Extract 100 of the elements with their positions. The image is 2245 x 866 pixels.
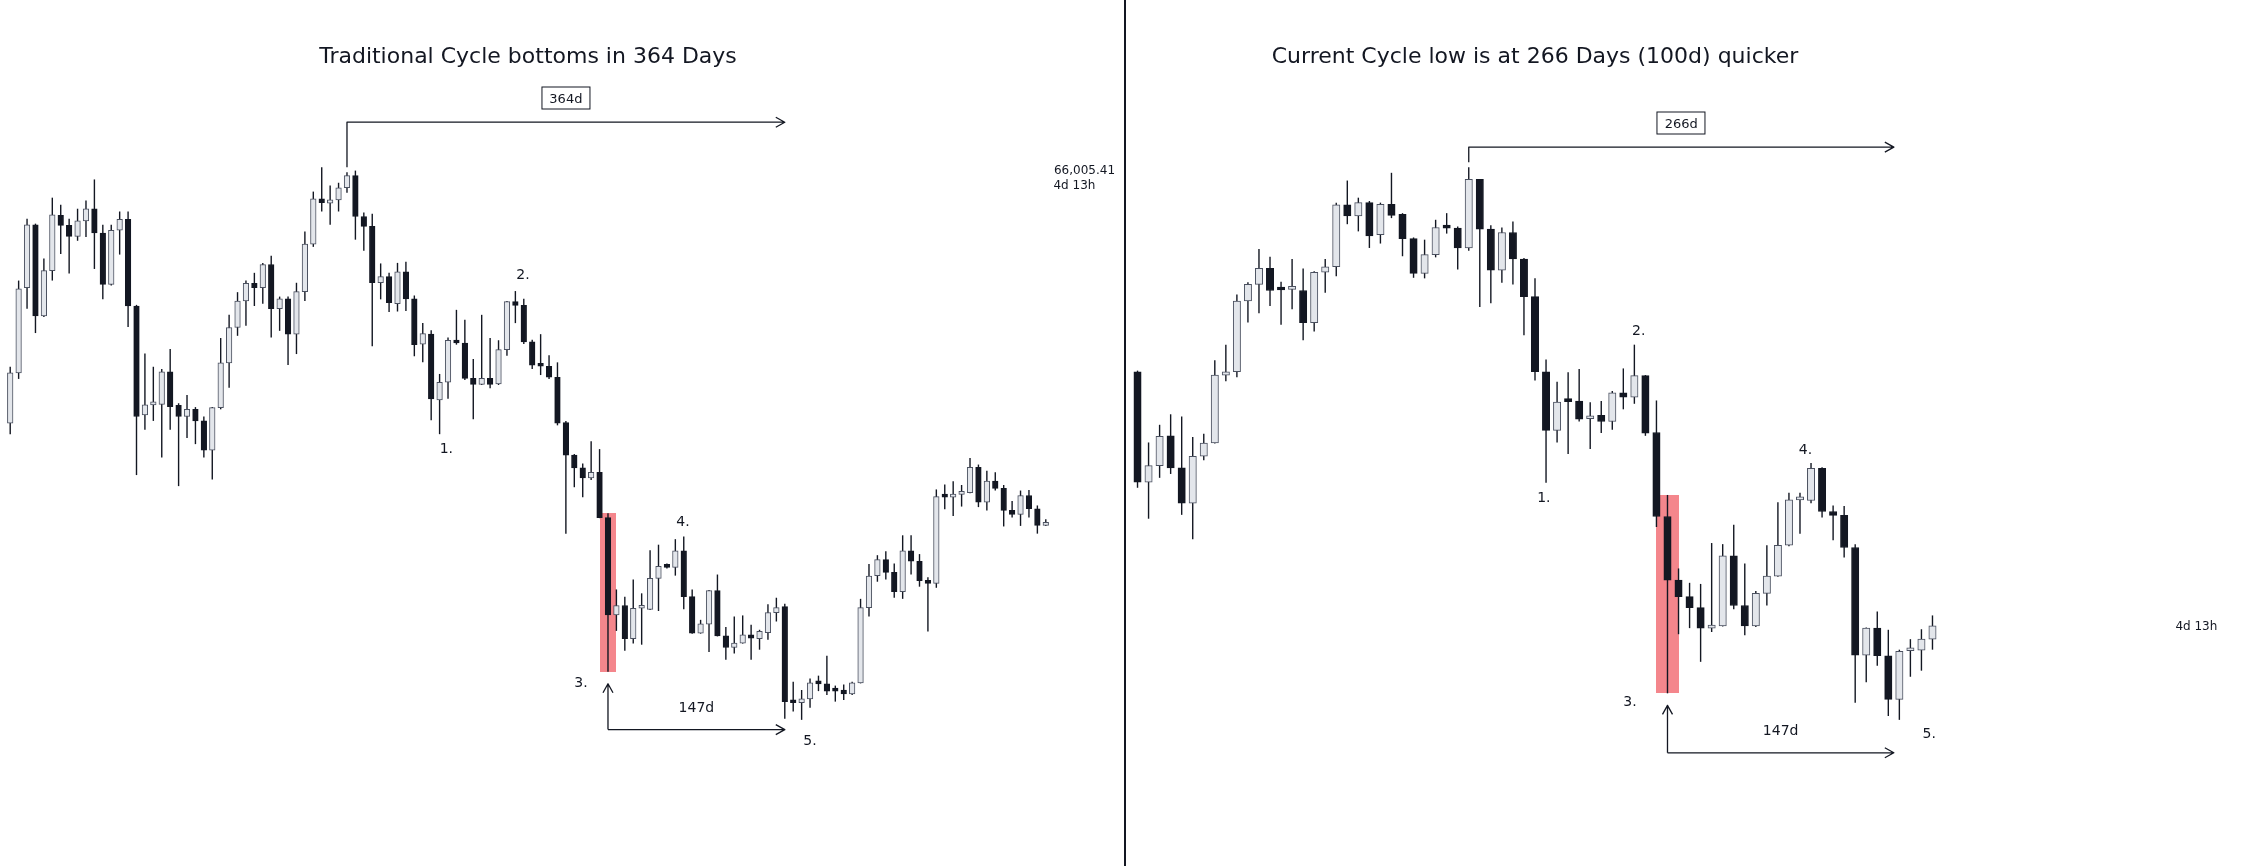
text: 266d bbox=[1656, 111, 1706, 135]
candlestick bbox=[941, 483, 948, 511]
candlestick bbox=[1829, 504, 1838, 541]
candlestick bbox=[436, 373, 443, 435]
candlestick bbox=[1354, 196, 1363, 233]
candlestick bbox=[1343, 179, 1352, 225]
candlestick bbox=[1034, 504, 1041, 535]
annotation: 4. bbox=[1798, 441, 1813, 458]
candlestick bbox=[958, 484, 965, 508]
candlestick bbox=[327, 184, 334, 226]
candlestick bbox=[1000, 484, 1007, 528]
annotation: 2. bbox=[1632, 321, 1646, 338]
candlestick bbox=[419, 322, 426, 364]
text: 147d bbox=[1762, 721, 1799, 738]
candlestick bbox=[1685, 582, 1694, 629]
candlestick bbox=[1243, 281, 1252, 324]
candlestick bbox=[545, 354, 553, 380]
candlestick bbox=[1288, 258, 1297, 310]
candlestick bbox=[613, 588, 620, 632]
candlestick bbox=[75, 208, 80, 242]
candlestick bbox=[1674, 567, 1683, 635]
candlestick bbox=[747, 624, 755, 661]
candlestick bbox=[486, 337, 494, 390]
candlestick bbox=[907, 534, 915, 576]
candlestick bbox=[377, 262, 384, 301]
candlestick bbox=[924, 576, 932, 633]
candlestick bbox=[91, 178, 98, 270]
annotation: 4. bbox=[676, 513, 690, 530]
candlestick bbox=[1018, 489, 1023, 527]
candlestick bbox=[1008, 500, 1016, 519]
text: 5. bbox=[1922, 725, 1936, 742]
candlestick bbox=[1917, 628, 1926, 672]
text: 4d 13h bbox=[2175, 619, 2218, 634]
annotation: 2. bbox=[516, 266, 530, 283]
annotation: 1. bbox=[1537, 489, 1551, 506]
candlestick bbox=[343, 171, 351, 194]
candlestick bbox=[916, 553, 923, 588]
candlestick bbox=[529, 338, 536, 370]
candlestick bbox=[1221, 343, 1230, 382]
candlestick bbox=[1564, 371, 1573, 455]
chart-title: Traditional Cycle bottoms in 364 Days bbox=[318, 42, 737, 68]
annotation: 3. bbox=[1623, 693, 1637, 710]
candlestick bbox=[992, 471, 999, 492]
candlestick bbox=[318, 166, 325, 213]
candlestick bbox=[175, 402, 182, 487]
candlestick bbox=[1575, 368, 1584, 423]
candlestick bbox=[251, 272, 258, 307]
annotation: 1. bbox=[439, 439, 454, 456]
candlestick bbox=[882, 550, 889, 581]
candlestick bbox=[1398, 212, 1407, 257]
annotation: 147d bbox=[678, 698, 715, 715]
candlestick bbox=[1421, 238, 1428, 280]
candlestick bbox=[773, 597, 780, 623]
text: 364d bbox=[541, 86, 591, 110]
candlestick bbox=[259, 262, 266, 305]
candlestick bbox=[335, 182, 342, 213]
candlestick bbox=[470, 358, 477, 420]
candlestick bbox=[192, 406, 199, 445]
candlestick bbox=[1453, 225, 1462, 271]
candlestick bbox=[874, 554, 881, 583]
candlestick bbox=[1254, 248, 1263, 314]
text: 66,005.41 bbox=[1053, 163, 1116, 178]
candlestick bbox=[571, 453, 578, 488]
candlestick bbox=[1906, 638, 1915, 678]
candlestick bbox=[790, 681, 797, 713]
candlestick bbox=[183, 394, 191, 439]
candlestick bbox=[242, 279, 250, 327]
candlestick bbox=[116, 210, 123, 256]
candlestick bbox=[1696, 583, 1705, 663]
candlestick bbox=[1631, 343, 1638, 405]
chart-title: Current Cycle low is at 266 Days (100d) quicker bbox=[1271, 42, 1800, 68]
candlestick bbox=[1266, 256, 1275, 307]
candlestick bbox=[739, 614, 746, 645]
candlestick bbox=[1597, 400, 1606, 434]
candlestick bbox=[1199, 432, 1208, 461]
candlestick bbox=[950, 480, 957, 517]
candlestick bbox=[1321, 258, 1330, 294]
candlestick bbox=[1740, 562, 1749, 637]
candlestick bbox=[66, 217, 73, 275]
candlestick bbox=[983, 469, 990, 512]
candlestick bbox=[731, 615, 738, 655]
candlestick bbox=[655, 543, 662, 612]
candlestick bbox=[638, 592, 645, 646]
candlestick bbox=[722, 626, 729, 661]
candlestick bbox=[1025, 489, 1033, 519]
candlestick bbox=[57, 204, 64, 255]
candlestick bbox=[82, 199, 90, 238]
candlestick bbox=[1762, 544, 1771, 607]
candlestick bbox=[806, 677, 814, 709]
candlestick bbox=[756, 629, 763, 651]
annotation: 3. bbox=[574, 673, 588, 690]
candlestick bbox=[478, 314, 485, 386]
candlestick bbox=[276, 295, 283, 332]
candlestick bbox=[891, 562, 898, 599]
candlestick bbox=[1929, 614, 1936, 651]
candlestick bbox=[764, 603, 772, 641]
text: 4d 13h bbox=[1053, 177, 1096, 192]
candlestick bbox=[1387, 172, 1396, 219]
candlestick bbox=[512, 290, 519, 324]
candlestick bbox=[537, 333, 544, 376]
